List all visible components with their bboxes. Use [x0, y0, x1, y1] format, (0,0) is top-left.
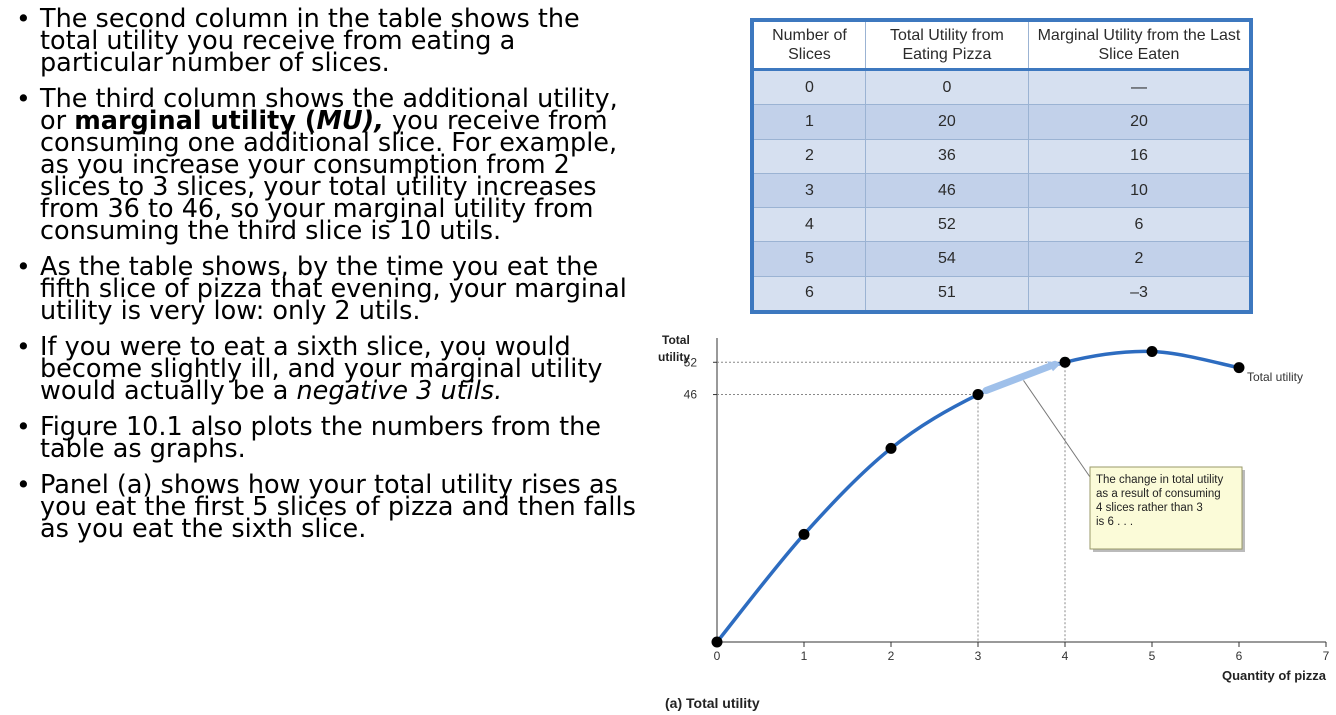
y-axis-title: utility	[658, 350, 690, 364]
bullet-text: Figure 10.1 also plots the numbers from …	[40, 412, 601, 464]
bullet-text: Panel (a) shows how your total utility r…	[40, 470, 636, 544]
callout-text: as a result of consuming	[1096, 488, 1221, 500]
table-cell: 6	[1028, 207, 1249, 242]
table-row: 3 46 10	[754, 172, 1249, 208]
italic-term: negative 3 utils.	[296, 376, 503, 406]
y-tick-label: 52	[684, 355, 698, 369]
table-cell: 6	[754, 275, 866, 310]
table-cell: 2	[754, 138, 866, 174]
table-header: Number of Slices	[754, 22, 866, 71]
x-tick-label: 5	[1149, 649, 1156, 663]
data-point	[1233, 362, 1245, 374]
bullet-text: As the table shows, by the time you eat …	[40, 252, 627, 326]
data-point	[885, 442, 897, 454]
table-header: Total Utility from Eating Pizza	[865, 22, 1029, 71]
bullet-item: As the table shows, by the time you eat …	[12, 254, 642, 324]
table-row: 5 54 2	[754, 241, 1249, 277]
table-cell: 51	[865, 275, 1029, 310]
series-label: Total utility	[1247, 370, 1303, 384]
change-highlight	[982, 360, 1059, 395]
y-tick-label: 46	[684, 388, 698, 402]
data-point	[798, 528, 810, 540]
table-cell: 4	[754, 207, 866, 242]
data-point	[1146, 346, 1158, 358]
x-tick-label: 1	[801, 649, 808, 663]
table-cell: 36	[865, 138, 1029, 174]
panel-label: (a) Total utility	[665, 695, 760, 711]
change-arrowhead	[1047, 361, 1061, 372]
table-cell: 46	[865, 172, 1029, 208]
table-cell: 1	[754, 104, 866, 140]
bullet-text: you receive from consuming one additiona…	[40, 106, 618, 246]
bullet-text: The third column shows the additional ut…	[40, 84, 618, 136]
bullet-item: Figure 10.1 also plots the numbers from …	[12, 414, 642, 462]
table-cell: 2	[1028, 241, 1249, 277]
x-axis-title: Quantity of pizza	[1222, 668, 1327, 683]
table-row: 1 20 20	[754, 104, 1249, 140]
table-header-row: Number of Slices Total Utility from Eati…	[754, 22, 1249, 71]
utility-table-frame: Number of Slices Total Utility from Eati…	[750, 18, 1253, 314]
table-row: 0 0 —	[754, 68, 1249, 105]
table-cell: 20	[865, 104, 1029, 140]
bullet-item: The second column in the table shows the…	[12, 6, 642, 76]
table-row: 6 51 –3	[754, 275, 1249, 310]
x-tick-label: 0	[714, 649, 721, 663]
x-tick-label: 6	[1236, 649, 1243, 663]
data-point	[1059, 356, 1071, 368]
data-point	[972, 389, 984, 401]
total-utility-chart: Total utility 46 52 0 1 2 3 4 5 6 7 Quantity of pizz…	[658, 333, 1330, 711]
data-point	[711, 636, 723, 648]
table-cell: 5	[754, 241, 866, 277]
table-cell: —	[1028, 68, 1249, 105]
bullet-text: The second column in the table shows the…	[40, 4, 580, 78]
table-row: 2 36 16	[754, 138, 1249, 174]
bold-italic-term: MU),	[316, 106, 384, 136]
table-cell: 54	[865, 241, 1029, 277]
callout-text: 4 slices rather than 3	[1096, 502, 1203, 514]
callout-text: is 6 . . .	[1096, 516, 1133, 528]
table-header: Marginal Utility from the Last Slice Eat…	[1028, 22, 1249, 71]
utility-table: Number of Slices Total Utility from Eati…	[754, 22, 1249, 310]
table-cell: 0	[754, 68, 866, 105]
table-cell: 16	[1028, 138, 1249, 174]
bullet-list: The second column in the table shows the…	[12, 6, 642, 554]
table-cell: 10	[1028, 172, 1249, 208]
callout-leader	[1023, 380, 1091, 478]
bullet-item: If you were to eat a sixth slice, you wo…	[12, 334, 642, 404]
table-cell: 0	[865, 68, 1029, 105]
bullet-item: The third column shows the additional ut…	[12, 86, 642, 244]
table-cell: –3	[1028, 275, 1249, 310]
callout-text: The change in total utility	[1096, 474, 1223, 486]
table-cell: 20	[1028, 104, 1249, 140]
y-axis-title: Total	[662, 333, 690, 347]
x-tick-label: 7	[1323, 649, 1330, 663]
x-tick-label: 2	[888, 649, 895, 663]
table-cell: 52	[865, 207, 1029, 242]
bold-term: marginal utility (	[74, 106, 317, 136]
table-cell: 3	[754, 172, 866, 208]
bullet-text: If you were to eat a sixth slice, you wo…	[40, 332, 603, 406]
x-tick-label: 3	[975, 649, 982, 663]
bullet-item: Panel (a) shows how your total utility r…	[12, 472, 642, 542]
table-row: 4 52 6	[754, 207, 1249, 242]
x-tick-label: 4	[1062, 649, 1069, 663]
callout-box	[1089, 466, 1243, 550]
